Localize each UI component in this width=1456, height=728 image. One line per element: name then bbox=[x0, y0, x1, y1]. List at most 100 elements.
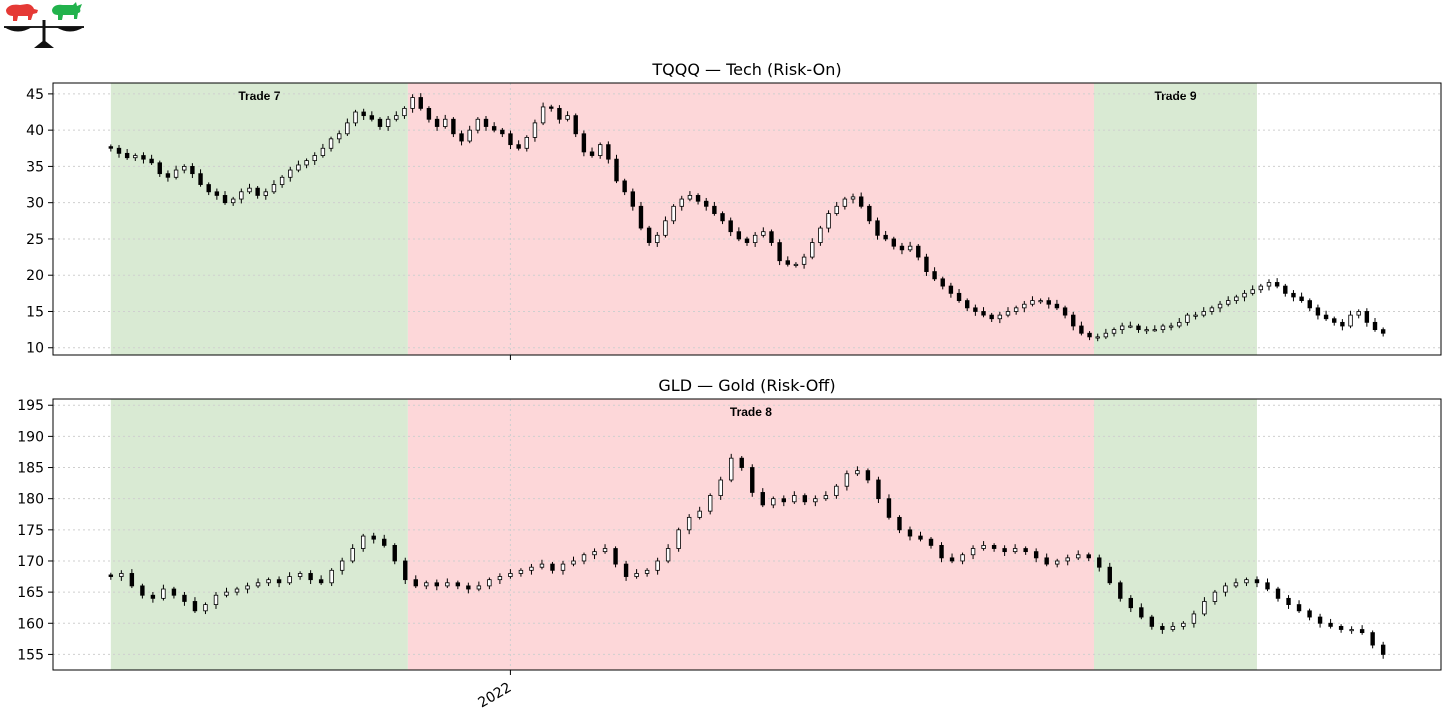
candle-body bbox=[392, 545, 397, 562]
candle bbox=[1323, 310, 1329, 321]
candle-body bbox=[592, 551, 597, 556]
candle-body bbox=[279, 176, 285, 185]
candle bbox=[907, 241, 913, 253]
candle-body bbox=[1258, 285, 1264, 291]
candle bbox=[718, 476, 723, 500]
regime-band-risk-off bbox=[407, 83, 1094, 355]
candle-body bbox=[597, 144, 603, 156]
candle-body bbox=[760, 492, 765, 506]
candle bbox=[369, 111, 375, 122]
candle bbox=[665, 544, 671, 564]
candle-body bbox=[245, 585, 250, 590]
candle bbox=[571, 556, 576, 567]
candle-body bbox=[1065, 557, 1070, 562]
candle-body bbox=[1296, 604, 1302, 612]
regime-band-risk-on bbox=[110, 83, 408, 355]
candle-body bbox=[1323, 314, 1329, 320]
candle bbox=[171, 586, 177, 599]
candle bbox=[802, 493, 808, 506]
y-tick-label: 155 bbox=[17, 647, 44, 663]
candle bbox=[1202, 597, 1207, 617]
candle bbox=[455, 580, 461, 590]
candle-body bbox=[1119, 325, 1125, 331]
y-tick-label: 15 bbox=[26, 304, 44, 320]
candle-body bbox=[1370, 632, 1375, 646]
candle bbox=[318, 575, 324, 585]
candle bbox=[328, 136, 334, 152]
candle-body bbox=[981, 311, 986, 316]
chart-title: TQQQ — Tech (Risk-On) bbox=[651, 60, 841, 79]
candle bbox=[353, 109, 358, 127]
candle bbox=[823, 491, 829, 501]
candle-body bbox=[1002, 548, 1007, 553]
bear-bull-scale-logo bbox=[4, 2, 84, 48]
candle bbox=[271, 180, 277, 194]
candle-body bbox=[589, 151, 595, 156]
candle-body bbox=[646, 227, 652, 243]
candle-body bbox=[665, 548, 671, 562]
candle-body bbox=[886, 498, 892, 518]
candle bbox=[392, 543, 397, 565]
candle-body bbox=[844, 473, 850, 487]
candle bbox=[676, 527, 681, 552]
candle bbox=[760, 488, 765, 508]
candle-body bbox=[823, 495, 829, 500]
candle bbox=[518, 568, 524, 577]
candle bbox=[842, 196, 848, 210]
candle-body bbox=[394, 115, 399, 120]
candle-body bbox=[655, 560, 660, 571]
candle-body bbox=[288, 169, 293, 178]
candle bbox=[418, 93, 423, 111]
candle-body bbox=[1152, 329, 1157, 332]
candle-body bbox=[255, 582, 261, 587]
candle bbox=[1372, 318, 1378, 332]
candle bbox=[206, 182, 211, 196]
candle bbox=[704, 197, 709, 211]
candle bbox=[1265, 578, 1270, 592]
candle bbox=[1103, 328, 1109, 340]
candle-body bbox=[1181, 622, 1186, 627]
candle bbox=[476, 581, 482, 592]
candle bbox=[875, 217, 880, 240]
candle bbox=[239, 188, 244, 204]
candle-body bbox=[353, 111, 358, 124]
candle bbox=[752, 232, 758, 247]
candle-body bbox=[173, 169, 179, 178]
candle bbox=[467, 125, 472, 144]
candle bbox=[345, 118, 350, 136]
candle bbox=[818, 225, 823, 246]
candle-body bbox=[1097, 557, 1102, 568]
candle bbox=[1291, 290, 1296, 302]
candle-body bbox=[939, 545, 944, 559]
candle-body bbox=[571, 560, 576, 565]
candle-body bbox=[834, 205, 839, 214]
candle-body bbox=[255, 187, 260, 196]
candle-body bbox=[418, 97, 423, 109]
candle-body bbox=[328, 138, 334, 149]
candle-body bbox=[842, 198, 848, 207]
candle-body bbox=[1005, 311, 1011, 316]
candle-body bbox=[203, 604, 208, 612]
candle-body bbox=[1223, 585, 1228, 593]
candle-body bbox=[1317, 616, 1323, 624]
candle-body bbox=[916, 245, 921, 258]
candle-body bbox=[1149, 616, 1155, 627]
candle-body bbox=[1054, 560, 1060, 565]
candle-body bbox=[638, 205, 644, 229]
candle bbox=[581, 130, 587, 157]
candle bbox=[1209, 305, 1215, 315]
y-tick-label: 35 bbox=[26, 159, 44, 175]
candle-body bbox=[1356, 311, 1361, 316]
candle-body bbox=[970, 548, 976, 556]
candle-body bbox=[1139, 607, 1144, 618]
candle-body bbox=[266, 579, 271, 584]
candle-body bbox=[1250, 289, 1255, 294]
y-tick-label: 175 bbox=[17, 523, 44, 539]
candle bbox=[1191, 610, 1197, 628]
candle-body bbox=[897, 516, 902, 531]
candle-body bbox=[214, 191, 220, 196]
candle-body bbox=[426, 107, 432, 120]
candle bbox=[965, 298, 970, 312]
candle bbox=[255, 185, 260, 199]
candle bbox=[557, 105, 562, 124]
